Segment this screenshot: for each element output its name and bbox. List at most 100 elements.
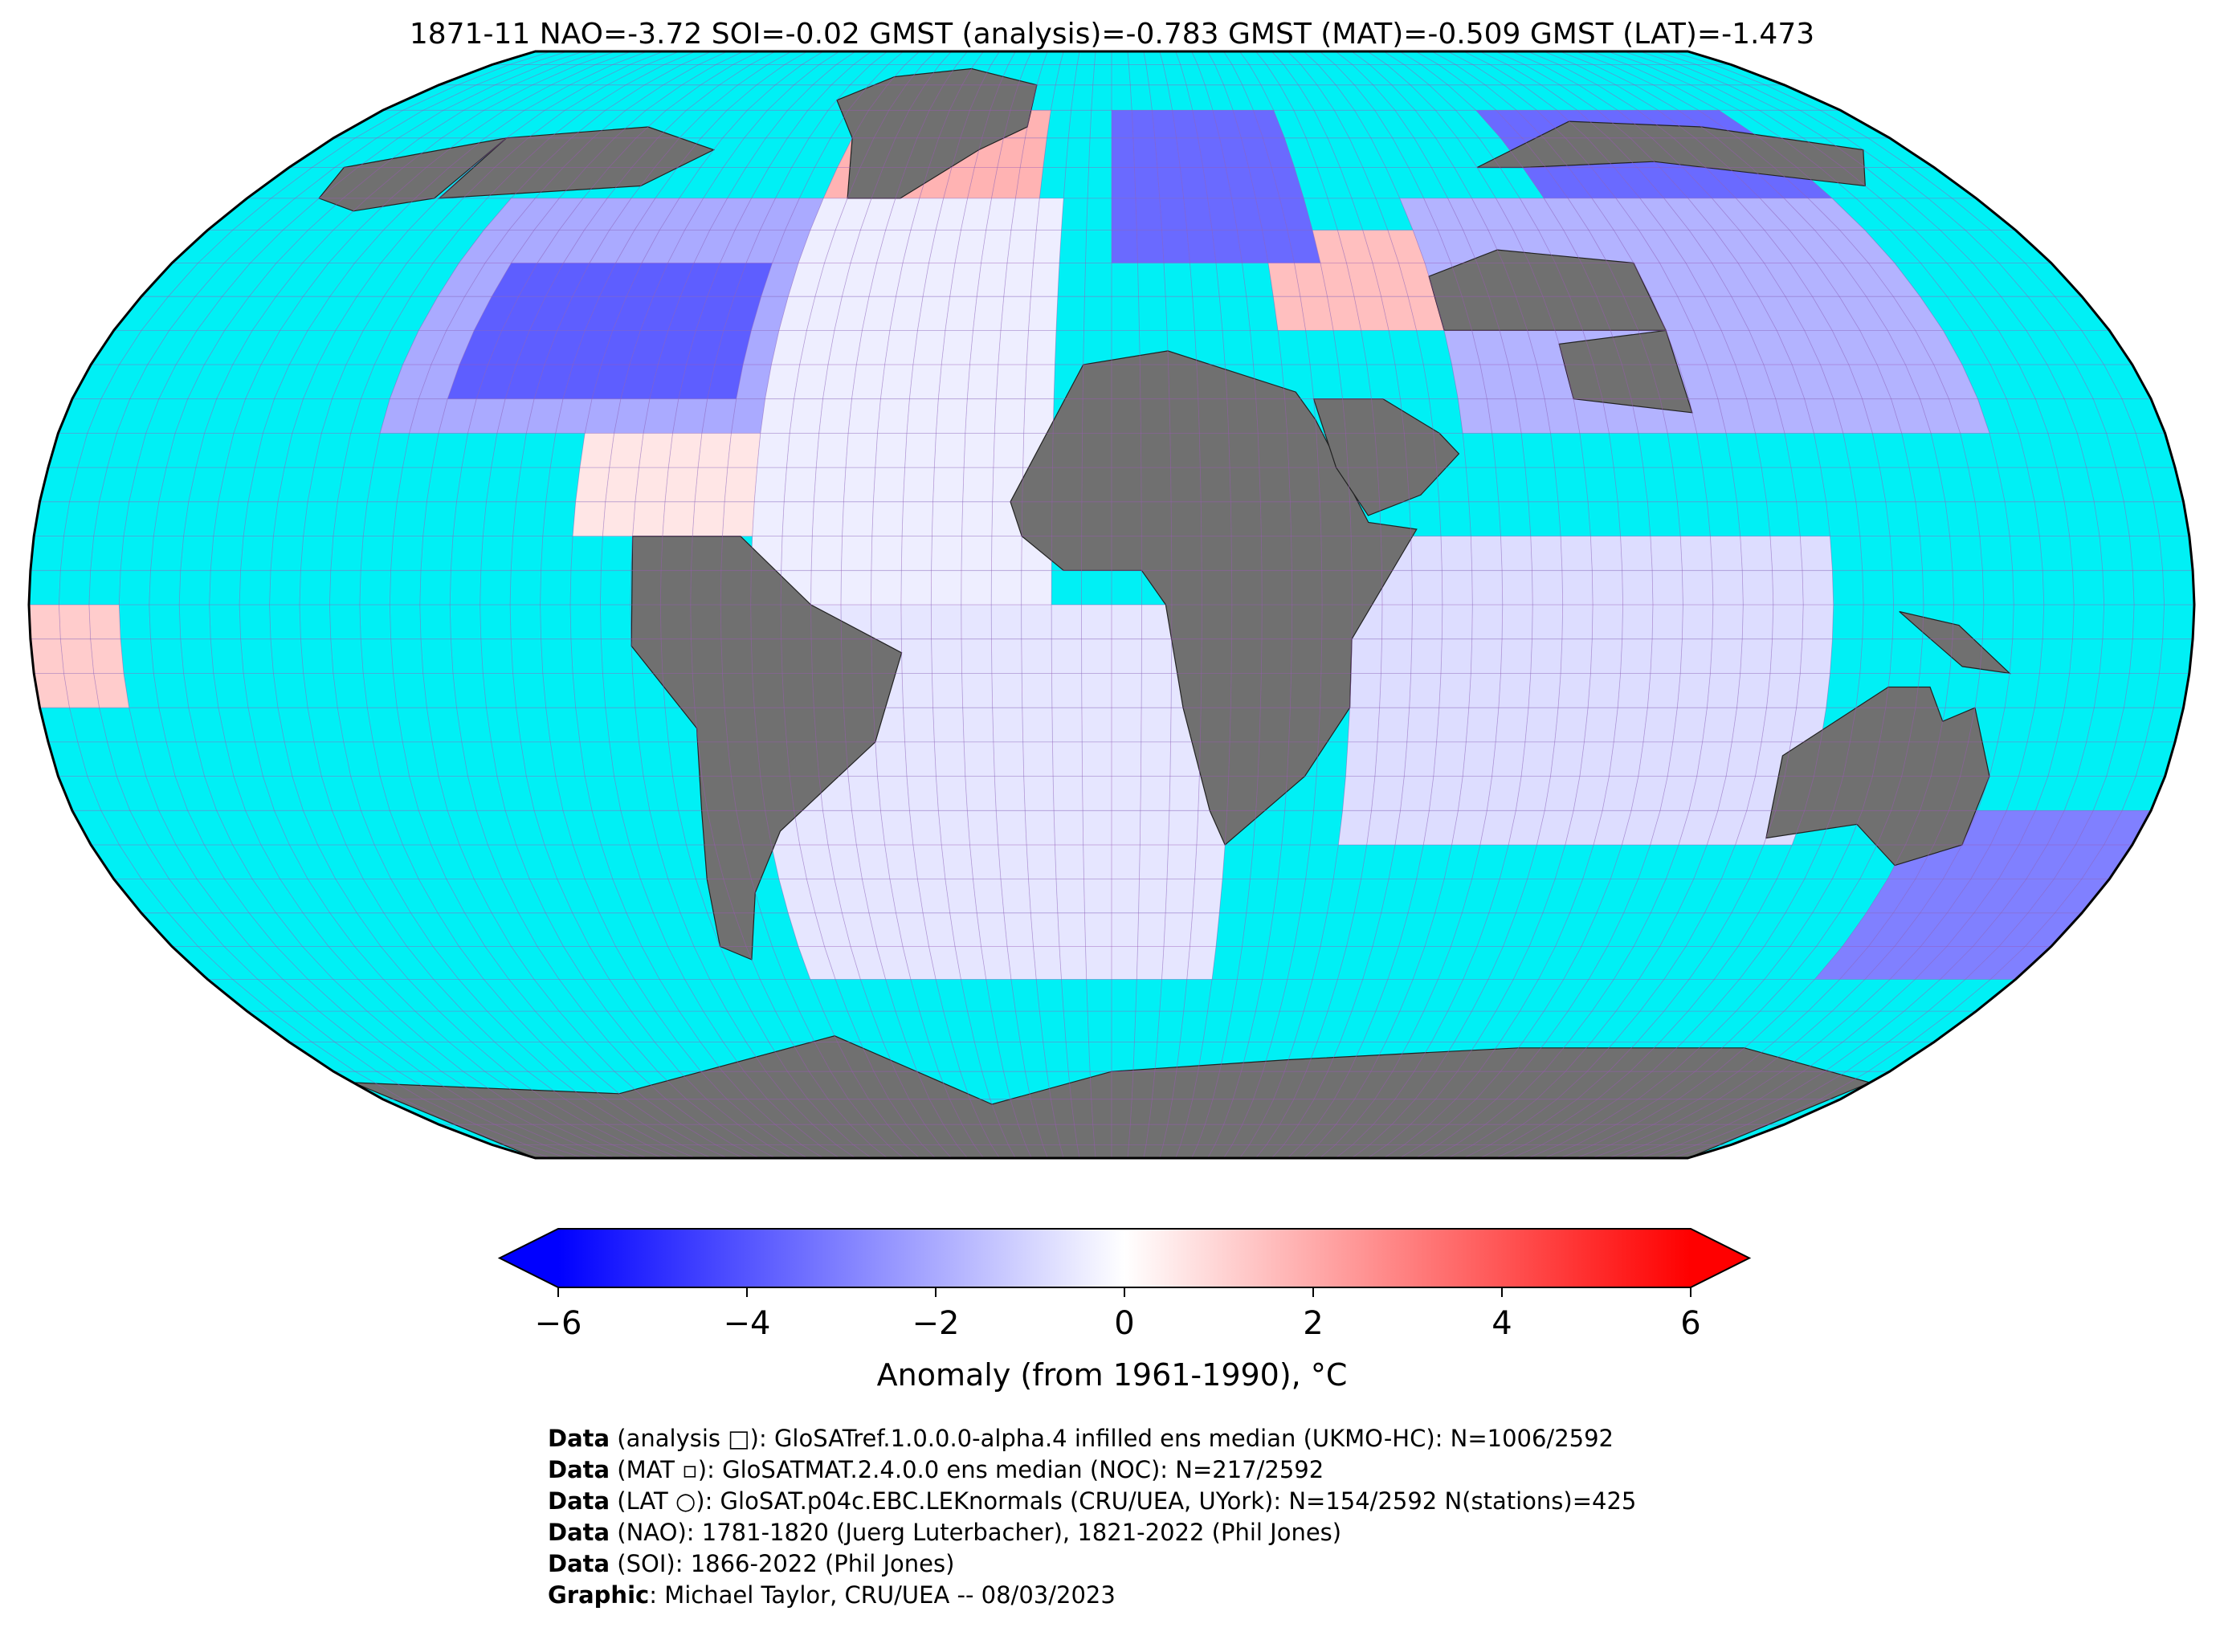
anomaly-cell [1796, 673, 1830, 708]
anomaly-cell [1643, 708, 1678, 742]
anomaly-cell [969, 845, 1001, 879]
anomaly-cell [1084, 912, 1112, 947]
anomaly-cell [1536, 810, 1574, 845]
anomaly-cell [778, 879, 815, 913]
anomaly-cell [794, 365, 828, 399]
anomaly-cell [1030, 912, 1059, 947]
anomaly-cell [1590, 536, 1622, 571]
anomaly-cell [1949, 398, 1989, 434]
anomaly-cell [720, 230, 761, 263]
anomaly-cell [1538, 230, 1581, 263]
longitude-line [1607, 51, 2045, 1158]
longitude-line [569, 51, 824, 1158]
anomaly-cell [1371, 776, 1405, 811]
anomaly-cell [1764, 230, 1817, 263]
anomaly-cell [961, 536, 992, 571]
anomaly-cell [962, 708, 994, 742]
anomaly-cell [609, 433, 644, 468]
anomaly-cell [907, 776, 939, 811]
anomaly-cell [1842, 263, 1894, 297]
anomaly-cell [967, 365, 998, 399]
anomaly-cell [903, 946, 937, 980]
anomaly-cell [931, 605, 961, 639]
anomaly-cell [869, 263, 903, 297]
anomaly-cell [964, 741, 995, 777]
anomaly-cell [1735, 365, 1776, 399]
anomaly-cell [1742, 570, 1773, 605]
longitude-line [1021, 51, 1064, 1158]
anomaly-cell [991, 536, 1022, 571]
anomaly-cell [743, 330, 779, 365]
anomaly-cell [1770, 536, 1802, 571]
anomaly-cell [1639, 198, 1690, 230]
anomaly-cell [991, 673, 1022, 708]
anomaly-cell [1663, 198, 1715, 230]
anomaly-cell [810, 570, 842, 605]
anomaly-cell [1172, 110, 1198, 138]
anomaly-cell [672, 398, 708, 434]
anomaly-cell [871, 605, 902, 639]
anomaly-cell [1760, 198, 1815, 230]
anomaly-cell [488, 330, 530, 365]
anomaly-cell [842, 912, 877, 947]
anomaly-cell [1496, 708, 1528, 742]
anomaly-cell [1169, 776, 1200, 811]
longitude-line [149, 51, 600, 1158]
anomaly-cell [798, 946, 836, 980]
anomaly-cell [1112, 605, 1142, 639]
anomaly-cell [1398, 263, 1435, 297]
anomaly-cell [1866, 879, 1916, 913]
anomaly-cell [901, 638, 932, 674]
anomaly-cell [1770, 638, 1802, 674]
anomaly-cell [1868, 912, 1920, 947]
longitude-line [419, 51, 744, 1158]
anomaly-cell [998, 330, 1029, 365]
anomaly-cell [781, 536, 813, 571]
anomaly-cell [1164, 912, 1193, 947]
anomaly-cell [771, 330, 807, 365]
credit-key: Data [548, 1456, 610, 1483]
anomaly-cell [615, 230, 660, 263]
anomaly-cell [981, 946, 1011, 980]
anomaly-cell [431, 330, 475, 365]
anomaly-cell [1112, 879, 1140, 913]
anomaly-cell [985, 198, 1016, 230]
anomaly-cell [885, 198, 920, 230]
anomaly-cell [1893, 879, 1944, 913]
anomaly-cell [694, 230, 735, 263]
anomaly-cell [1112, 708, 1142, 742]
anomaly-cell [695, 467, 728, 502]
anomaly-cell [909, 365, 942, 399]
anomaly-cell [1399, 198, 1438, 230]
anomaly-cell [1320, 263, 1354, 297]
anomaly-cell [1479, 365, 1516, 399]
anomaly-cell [785, 198, 824, 230]
anomaly-cell [1498, 673, 1531, 708]
credit-line: Graphic: Michael Taylor, CRU/UEA -- 08/0… [548, 1580, 2074, 1611]
anomaly-cell [1609, 741, 1643, 777]
anomaly-cell [1520, 198, 1564, 230]
anomaly-cell [1471, 198, 1514, 230]
anomaly-cell [1438, 673, 1471, 708]
anomaly-cell [727, 433, 761, 468]
anomaly-cell [1561, 570, 1594, 605]
longitude-line [1527, 51, 1895, 1158]
anomaly-cell [928, 230, 961, 263]
anomaly-cell [599, 263, 642, 297]
anomaly-cell [900, 605, 932, 639]
anomaly-cell [573, 330, 613, 365]
anomaly-cell [835, 198, 871, 230]
anomaly-cell [851, 946, 886, 980]
anomaly-cell [1652, 605, 1683, 639]
anomaly-cell [1682, 605, 1713, 639]
anomaly-cell [848, 776, 881, 811]
anomaly-cell [592, 365, 630, 399]
anomaly-cell [1273, 296, 1306, 331]
anomaly-cell [931, 536, 962, 571]
longitude-line [58, 51, 552, 1158]
anomaly-cell [1028, 296, 1058, 331]
anomaly-cell [936, 398, 968, 434]
anomaly-cell [418, 365, 460, 399]
anomaly-cell [1561, 536, 1593, 571]
longitude-line [1081, 51, 1096, 1158]
